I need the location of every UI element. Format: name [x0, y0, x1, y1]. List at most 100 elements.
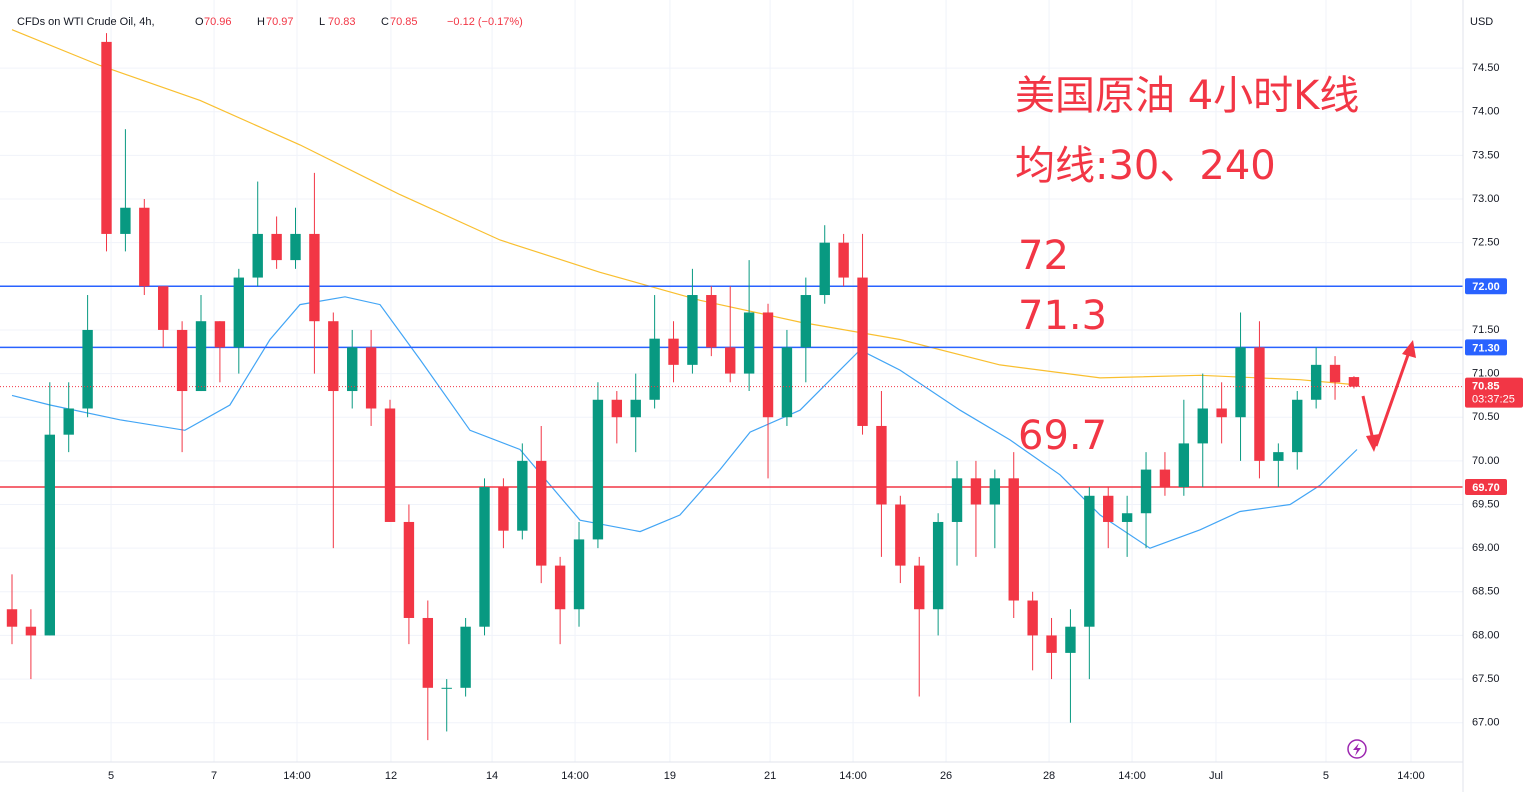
ohlc-value: 70.85: [390, 16, 418, 28]
y-tick-label: 71.00: [1472, 367, 1500, 379]
price-label-box: [1465, 339, 1507, 356]
candle-body: [554, 565, 566, 610]
x-tick-label: 5: [108, 770, 114, 782]
candle-body: [611, 399, 623, 418]
candle-body: [989, 478, 1001, 505]
candle-body: [743, 312, 755, 374]
ohlc-value: 70.96: [204, 16, 232, 28]
candle-body: [838, 242, 849, 278]
currency: USD: [1470, 16, 1493, 28]
price-label-box: [1465, 479, 1507, 496]
candle-body: [1084, 495, 1095, 627]
red-arrows: [1361, 340, 1416, 452]
candle-body: [1348, 377, 1360, 387]
x-tick-label: Jul: [1209, 770, 1223, 782]
candle-body: [1310, 364, 1322, 400]
candle-body: [460, 626, 471, 688]
candle-body: [25, 626, 37, 636]
x-tick-label: 5: [1323, 770, 1329, 782]
moving-average: [11, 29, 1358, 386]
y-tick-label: 69.00: [1472, 542, 1500, 554]
candle-body: [573, 539, 585, 610]
y-tick-label: 73.00: [1472, 193, 1500, 205]
countdown: 03:37:25: [1472, 394, 1515, 406]
candle-body: [517, 460, 528, 531]
y-tick-label: 68.50: [1472, 586, 1500, 598]
ohlc-key: O: [195, 16, 204, 28]
candle-body: [706, 295, 717, 348]
candle-body: [384, 408, 396, 522]
moving-average: [11, 296, 1358, 549]
candle-body: [195, 321, 207, 392]
lightning-icon[interactable]: [1347, 739, 1367, 759]
candle-body: [725, 347, 736, 374]
candle-body: [951, 478, 963, 522]
candle-body: [1235, 347, 1246, 418]
annotation: 均线:30、240: [1015, 143, 1276, 189]
candle-body: [630, 399, 641, 418]
annotation: 美国原油 4小时K线: [1015, 73, 1359, 119]
change: −0.12 (−0.17%): [447, 16, 523, 28]
y-tick-label: 74.00: [1472, 106, 1500, 118]
x-tick-label: 14:00: [283, 770, 311, 782]
candle-body: [271, 233, 282, 261]
candle-body: [120, 207, 131, 234]
candle-body: [762, 312, 774, 418]
candle-body: [1254, 347, 1265, 461]
x-tick-label: 28: [1043, 770, 1055, 782]
x-tick-label: 7: [211, 770, 217, 782]
candle-body: [1178, 443, 1190, 488]
plot: [0, 29, 1463, 741]
ohlc-value: 70.83: [328, 16, 356, 28]
candle-body: [252, 233, 263, 278]
y-tick-label: 70.00: [1472, 455, 1500, 467]
candle-body: [1027, 600, 1038, 636]
candle-body: [422, 617, 434, 688]
candle-body: [479, 487, 490, 627]
candle-body: [970, 478, 982, 505]
x-tick-label: 21: [764, 770, 776, 782]
candle-body: [895, 504, 906, 566]
y-tick-label: 73.50: [1472, 149, 1500, 161]
candle-body: [819, 242, 830, 296]
candle-body: [932, 521, 944, 610]
annotation: 71.3: [1018, 293, 1107, 339]
candle-body: [63, 408, 74, 435]
candle-body: [649, 338, 660, 400]
candle-body: [800, 295, 812, 348]
candle-body: [82, 329, 93, 409]
candle-body: [44, 434, 56, 636]
candle-body: [1292, 399, 1303, 453]
candle-body: [403, 521, 415, 618]
candle-body: [668, 338, 679, 365]
candle-body: [139, 207, 150, 287]
last-price-label: 70.85: [1472, 381, 1500, 393]
candle-body: [1216, 408, 1227, 418]
ohlc-key: H: [257, 16, 265, 28]
candle-body: [592, 399, 604, 540]
candle-body: [781, 347, 793, 418]
x-tick-label: 26: [940, 770, 952, 782]
x-tick-label: 19: [664, 770, 676, 782]
candle-body: [158, 286, 169, 330]
candle-body: [536, 460, 547, 566]
annotation: 69.7: [1018, 413, 1107, 459]
candle-body: [1008, 478, 1019, 601]
y-tick-label: 68.00: [1472, 629, 1500, 641]
candle-body: [1159, 469, 1171, 488]
candle-body: [441, 687, 452, 689]
price-label: 69.70: [1472, 482, 1500, 494]
candle-body: [101, 41, 112, 234]
candle-body: [1065, 626, 1076, 653]
ohlc-key: L: [319, 16, 325, 28]
candle-body: [876, 425, 887, 505]
candle-body: [914, 565, 925, 610]
y-tick-label: 67.00: [1472, 717, 1500, 729]
candle-body: [233, 277, 245, 348]
candle-body: [1121, 513, 1133, 522]
candle-body: [1329, 364, 1341, 383]
candle-body: [328, 321, 339, 392]
x-tick-label: 14: [486, 770, 498, 782]
